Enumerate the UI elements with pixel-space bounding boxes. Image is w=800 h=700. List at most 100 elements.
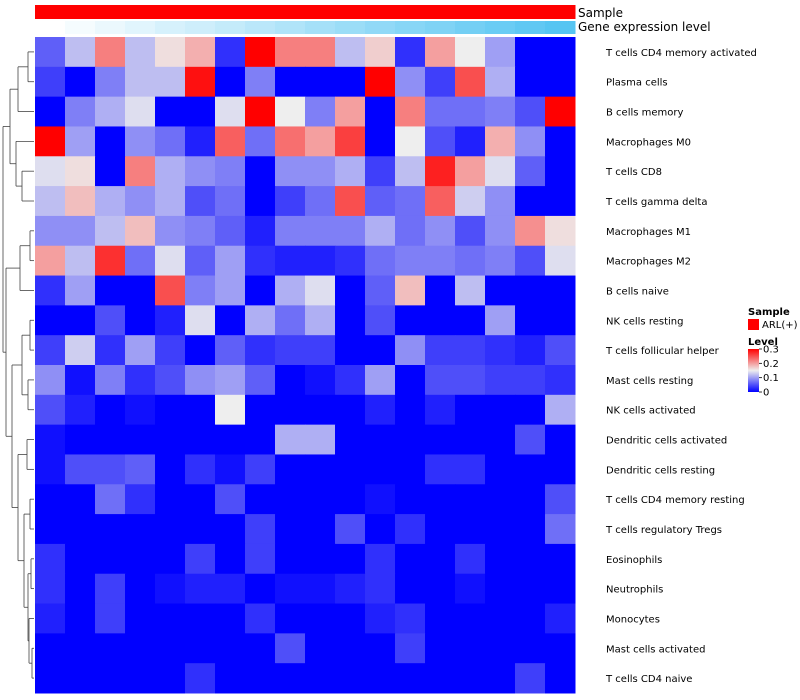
heatmap-cell bbox=[425, 37, 456, 68]
heatmap-cell bbox=[395, 126, 426, 157]
heatmap-cell bbox=[125, 603, 156, 634]
heatmap-cell bbox=[305, 335, 336, 366]
heatmap-cell bbox=[95, 543, 126, 575]
heatmap-cell bbox=[65, 335, 96, 366]
heatmap-cell bbox=[35, 96, 66, 127]
row-label: Eosinophils bbox=[606, 555, 662, 566]
heatmap-cell bbox=[455, 215, 486, 247]
legend-sample-entry: ARL(+) bbox=[762, 320, 798, 331]
legend-level-tick-label: 0.3 bbox=[763, 345, 779, 356]
dendrogram bbox=[2, 51, 34, 679]
heatmap-cell bbox=[95, 365, 126, 396]
heatmap-cell bbox=[335, 365, 366, 396]
heatmap-cell bbox=[485, 37, 516, 68]
heatmap-cell bbox=[545, 484, 576, 515]
heatmap-cell bbox=[305, 156, 336, 187]
row-label: T cells regulatory Tregs bbox=[605, 525, 722, 536]
heatmap-cell bbox=[515, 96, 546, 127]
heatmap-cell bbox=[545, 37, 576, 68]
heatmap-cell bbox=[365, 126, 396, 157]
heatmap-cell bbox=[155, 484, 186, 515]
heatmap-cell bbox=[65, 514, 96, 545]
heatmap-cell bbox=[35, 126, 66, 157]
heatmap-cell bbox=[365, 514, 396, 545]
heatmap-cell bbox=[395, 543, 426, 575]
heatmap-cell bbox=[425, 543, 456, 575]
heatmap-cell bbox=[245, 424, 276, 455]
heatmap-cell bbox=[365, 37, 396, 68]
heatmap-cell bbox=[185, 484, 216, 515]
heatmap-cell bbox=[65, 424, 96, 455]
heatmap-cell bbox=[245, 126, 276, 157]
heatmap-cell bbox=[35, 394, 66, 426]
heatmap-cell bbox=[395, 215, 426, 247]
heatmap-cell bbox=[215, 215, 246, 247]
row-label: Macrophages M0 bbox=[606, 137, 691, 148]
row-label: Monocytes bbox=[606, 614, 660, 625]
heatmap-cell bbox=[365, 365, 396, 396]
heatmap-cell bbox=[95, 245, 126, 277]
heatmap-cell bbox=[155, 573, 186, 605]
heatmap-cell bbox=[275, 335, 306, 366]
heatmap-cell bbox=[305, 663, 336, 694]
heatmap-cell bbox=[425, 394, 456, 426]
heatmap-cell bbox=[335, 66, 366, 98]
gene-expression-annotation-cell bbox=[545, 21, 576, 34]
heatmap-cell bbox=[215, 365, 246, 396]
heatmap-cell bbox=[485, 245, 516, 277]
heatmap-cell bbox=[515, 245, 546, 277]
sample-annotation-cell bbox=[485, 5, 516, 19]
heatmap-cell bbox=[125, 335, 156, 366]
heatmap-cell bbox=[275, 305, 306, 336]
heatmap-cell bbox=[395, 424, 426, 455]
heatmap-cell bbox=[185, 305, 216, 336]
heatmap-cell bbox=[545, 633, 576, 664]
row-label: Neutrophils bbox=[606, 585, 663, 596]
sample-annotation-label: Sample bbox=[578, 6, 623, 20]
gene-expression-annotation-cell bbox=[275, 21, 306, 34]
heatmap-cell bbox=[245, 186, 276, 217]
gene-expression-annotation-bar bbox=[35, 21, 576, 34]
heatmap-cell bbox=[455, 394, 486, 426]
heatmap-cell bbox=[455, 156, 486, 187]
heatmap-cell bbox=[515, 394, 546, 426]
heatmap-cell bbox=[215, 633, 246, 664]
gene-expression-annotation-cell bbox=[485, 21, 516, 34]
heatmap-cell bbox=[425, 305, 456, 336]
heatmap-cell bbox=[155, 126, 186, 157]
heatmap-cell bbox=[365, 305, 396, 336]
heatmap-cell bbox=[95, 215, 126, 247]
heatmap-cell bbox=[455, 484, 486, 515]
heatmap-cell bbox=[185, 66, 216, 98]
heatmap-cell bbox=[425, 573, 456, 605]
row-label: B cells naive bbox=[606, 286, 669, 297]
heatmap-cell bbox=[545, 275, 576, 306]
gene-expression-annotation-cell bbox=[455, 21, 486, 34]
heatmap-cell bbox=[425, 245, 456, 277]
heatmap-cell bbox=[455, 454, 486, 485]
heatmap-cell bbox=[485, 484, 516, 515]
heatmap-cell bbox=[335, 305, 366, 336]
heatmap-cell bbox=[335, 514, 366, 545]
heatmap-cell bbox=[95, 394, 126, 426]
heatmap-cell bbox=[35, 633, 66, 664]
heatmap-cell bbox=[35, 514, 66, 545]
heatmap-cell bbox=[35, 543, 66, 575]
heatmap-cell bbox=[125, 573, 156, 605]
heatmap-cell bbox=[185, 37, 216, 68]
heatmap-cell bbox=[35, 454, 66, 485]
heatmap-cell bbox=[515, 484, 546, 515]
heatmap-cell bbox=[395, 514, 426, 545]
sample-annotation-cell bbox=[215, 5, 246, 19]
heatmap-cell bbox=[455, 305, 486, 336]
heatmap-cell bbox=[65, 365, 96, 396]
heatmap-cell bbox=[515, 514, 546, 545]
sample-annotation-cell bbox=[125, 5, 156, 19]
heatmap-cell bbox=[185, 573, 216, 605]
heatmap-cell bbox=[275, 394, 306, 426]
heatmap-cell bbox=[335, 37, 366, 68]
sample-annotation-cell bbox=[335, 5, 366, 19]
heatmap-cell bbox=[515, 335, 546, 366]
heatmap-cell bbox=[365, 663, 396, 694]
heatmap-cell bbox=[485, 156, 516, 187]
